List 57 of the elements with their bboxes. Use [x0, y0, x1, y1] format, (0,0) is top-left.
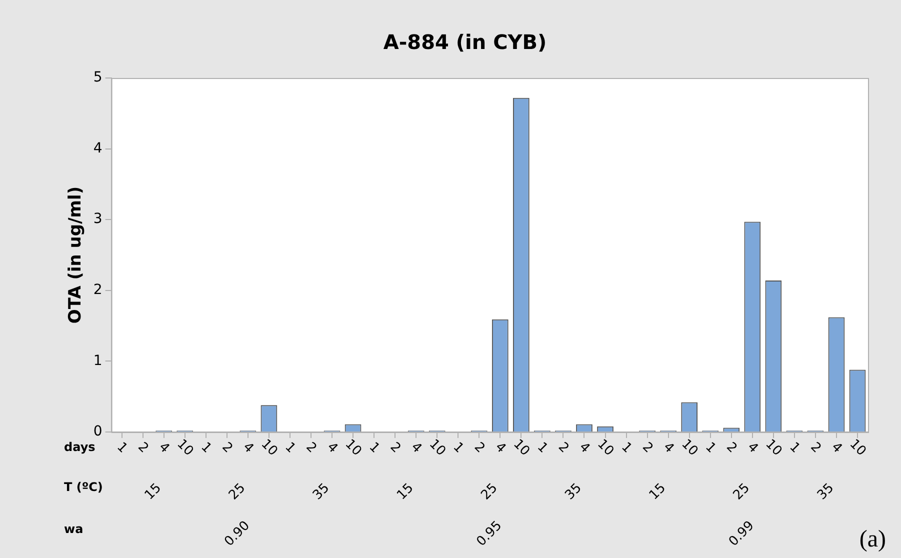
text: wa: [64, 522, 84, 536]
x-tick-label: 10: [426, 436, 448, 460]
y-tick-label: 3: [93, 211, 102, 228]
x-tick-label: 1: [534, 440, 551, 456]
x-tick-label: 4: [408, 440, 424, 456]
y-tick-label: 4: [93, 140, 102, 156]
text: 15: [646, 480, 669, 504]
text: 35: [562, 480, 585, 504]
text: 35: [814, 480, 838, 504]
text: 15: [394, 480, 417, 504]
x-tick-label: 1: [366, 440, 382, 456]
x-tick-label: 4: [324, 440, 340, 456]
x-tick-label: 2: [218, 440, 236, 456]
text: 35: [310, 480, 333, 504]
x-tick-label: 1: [702, 440, 719, 456]
x-tick-label: 1: [786, 440, 803, 456]
y-axis-title: OTA (in ug/ml): [66, 186, 86, 324]
x-tick-label: 2: [302, 440, 320, 456]
x-tick-label: 2: [555, 440, 572, 456]
x-tick-label: 10: [258, 436, 280, 460]
y-tick-label: 2: [93, 282, 102, 298]
chart-title: A-884 (in CYB): [383, 30, 547, 54]
x-tick-label: 1: [618, 440, 635, 456]
x-tick-label: 1: [198, 440, 214, 456]
x-tick-label: 4: [660, 440, 677, 456]
x-tick-label: 1: [282, 440, 298, 456]
x-tick-label: 4: [744, 440, 761, 456]
x-tick-label: 10: [846, 436, 869, 460]
y-tick-label: 1: [93, 352, 102, 369]
x-tick-label: 4: [576, 440, 593, 456]
x-tick-label: 2: [807, 440, 824, 456]
x-tick-label: 10: [510, 436, 532, 460]
text: 25: [226, 480, 248, 504]
x-tick-label: 2: [471, 440, 488, 456]
x-tick-label: 4: [156, 440, 172, 456]
text: days: [64, 440, 96, 454]
x-tick-label: 10: [678, 436, 701, 460]
text: T (ºC): [64, 480, 103, 494]
x-tick-label: 10: [342, 436, 364, 460]
x-tick-label: 2: [639, 440, 656, 456]
x-tick-label: 4: [492, 440, 508, 456]
x-tick-label: 1: [114, 440, 130, 456]
x-tick-label: 2: [723, 440, 740, 456]
text: (a): [859, 526, 886, 552]
text: 25: [730, 480, 753, 504]
text: 25: [478, 480, 501, 504]
x-tick-label: 2: [134, 440, 152, 456]
x-tick-label: 4: [828, 440, 845, 456]
text: 15: [142, 480, 164, 504]
x-tick-label: 10: [174, 436, 196, 460]
y-tick-label: 5: [93, 70, 102, 86]
x-tick-label: 4: [240, 440, 256, 456]
x-tick-label: 10: [594, 436, 616, 460]
x-tick-label: 10: [762, 436, 785, 460]
y-tick-label: 0: [93, 424, 102, 440]
x-tick-label: 2: [386, 440, 404, 456]
x-tick-label: 1: [450, 440, 466, 456]
